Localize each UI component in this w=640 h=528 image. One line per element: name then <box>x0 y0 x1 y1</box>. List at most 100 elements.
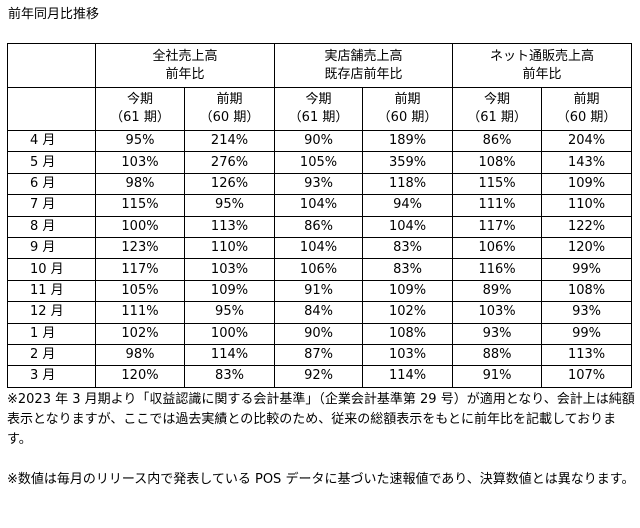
value-cell: 110% <box>541 194 633 217</box>
value-cell: 204% <box>541 129 633 153</box>
header-blank-cell <box>7 43 96 88</box>
value-cell: 115% <box>95 194 185 217</box>
value-cell: 108% <box>452 151 543 174</box>
value-cell: 86% <box>274 215 364 238</box>
value-cell: 116% <box>452 258 543 281</box>
value-cell: 143% <box>541 151 633 174</box>
value-cell: 100% <box>183 322 276 345</box>
header-blank-cell <box>7 87 96 131</box>
value-cell: 104% <box>274 236 364 260</box>
value-cell: 89% <box>452 279 543 303</box>
value-cell: 90% <box>274 129 364 153</box>
value-cell: 108% <box>362 322 454 345</box>
month-cell: 12 月 <box>7 301 96 324</box>
value-cell: 110% <box>183 236 276 260</box>
header-previous-period: 前期 （60 期） <box>541 87 633 131</box>
value-cell: 189% <box>362 129 454 153</box>
table-row: 5 月 103% 276% 105% 359% 108% 143% <box>7 151 633 174</box>
value-cell: 122% <box>541 215 633 238</box>
month-cell: 1 月 <box>7 322 96 345</box>
value-cell: 98% <box>95 172 185 196</box>
value-cell: 120% <box>95 365 185 388</box>
header-previous-period: 前期 （60 期） <box>362 87 454 131</box>
value-cell: 123% <box>95 236 185 260</box>
value-cell: 115% <box>452 172 543 196</box>
value-cell: 99% <box>541 258 633 281</box>
value-cell: 117% <box>452 215 543 238</box>
page-title: 前年同月比推移 <box>8 7 100 22</box>
value-cell: 111% <box>95 301 185 324</box>
header-group-store-sales: 実店舗売上高 既存店前年比 <box>274 43 454 88</box>
month-cell: 9 月 <box>7 236 96 260</box>
value-cell: 93% <box>541 301 633 324</box>
table-row: 4 月 95% 214% 90% 189% 86% 204% <box>7 129 633 153</box>
note-pos-data: ※数値は毎月のリリース内で発表している POS データに基づいた速報値であり、決… <box>7 472 635 487</box>
month-cell: 6 月 <box>7 172 96 196</box>
value-cell: 102% <box>95 322 185 345</box>
value-cell: 114% <box>362 365 454 388</box>
value-cell: 103% <box>183 258 276 281</box>
header-period-row: 今期 （61 期） 前期 （60 期） 今期 （61 期） 前期 （60 期） 今期 （6… <box>7 87 633 131</box>
value-cell: 106% <box>452 236 543 260</box>
yoy-table: 全社売上高 前年比 実店舗売上高 既存店前年比 ネット通販売上高 前年比 今期（… <box>7 43 633 388</box>
value-cell: 100% <box>95 215 185 238</box>
month-cell: 8 月 <box>7 215 96 238</box>
value-cell: 104% <box>274 194 364 217</box>
value-cell: 103% <box>362 343 454 367</box>
header-previous-period: 前期 （60 期） <box>183 87 276 131</box>
value-cell: 111% <box>452 194 543 217</box>
table-row: 9 月 123% 110% 104% 83% 106% 120% <box>7 236 633 260</box>
value-cell: 83% <box>183 365 276 388</box>
value-cell: 95% <box>183 301 276 324</box>
note-revenue-recognition: ※2023 年 3 月期より「収益認識に関する会計基準」（企業会計基準第 29 … <box>7 392 635 447</box>
table-row: 10 月 117% 103% 106% 83% 116% 99% <box>7 258 633 281</box>
value-cell: 107% <box>541 365 633 388</box>
month-cell: 10 月 <box>7 258 96 281</box>
month-cell: 2 月 <box>7 343 96 367</box>
value-cell: 214% <box>183 129 276 153</box>
value-cell: 104% <box>362 215 454 238</box>
value-cell: 120% <box>541 236 633 260</box>
value-cell: 90% <box>274 322 364 345</box>
month-cell: 11 月 <box>7 279 96 303</box>
value-cell: 92% <box>274 365 364 388</box>
value-cell: 118% <box>362 172 454 196</box>
value-cell: 98% <box>95 343 185 367</box>
table-row: 12 月 111% 95% 84% 102% 103% 93% <box>7 301 633 324</box>
value-cell: 99% <box>541 322 633 345</box>
value-cell: 108% <box>541 279 633 303</box>
table-row: 8 月 100% 113% 86% 104% 117% 122% <box>7 215 633 238</box>
value-cell: 91% <box>274 279 364 303</box>
value-cell: 83% <box>362 236 454 260</box>
header-current-period: 今期 （61 期） <box>274 87 364 131</box>
value-cell: 86% <box>452 129 543 153</box>
notes: ※2023 年 3 月期より「収益認識に関する会計基準」（企業会計基準第 29 … <box>7 390 635 490</box>
value-cell: 94% <box>362 194 454 217</box>
value-cell: 126% <box>183 172 276 196</box>
value-cell: 113% <box>541 343 633 367</box>
value-cell: 93% <box>452 322 543 345</box>
value-cell: 83% <box>362 258 454 281</box>
header-current-period: 今期 （61 期） <box>95 87 185 131</box>
value-cell: 113% <box>183 215 276 238</box>
table-body: 4 月 95% 214% 90% 189% 86% 204% 5 月 103% 276% 105% 3… <box>7 129 633 388</box>
header-group-online-sales: ネット通販売上高 前年比 <box>452 43 633 88</box>
value-cell: 109% <box>183 279 276 303</box>
table-row: 6 月 98% 126% 93% 118% 115% 109% <box>7 172 633 196</box>
value-cell: 114% <box>183 343 276 367</box>
header-group-total-sales: 全社売上高 前年比 <box>94 43 276 88</box>
value-cell: 88% <box>452 343 543 367</box>
value-cell: 84% <box>274 301 364 324</box>
value-cell: 106% <box>274 258 364 281</box>
header-current-period: 今期 （61 期） <box>452 87 543 131</box>
value-cell: 91% <box>452 365 543 388</box>
month-cell: 3 月 <box>7 365 96 388</box>
table-row: 1 月 102% 100% 90% 108% 93% 99% <box>7 322 633 345</box>
value-cell: 359% <box>362 151 454 174</box>
table-row: 2 月 98% 114% 87% 103% 88% 113% <box>7 343 633 367</box>
value-cell: 105% <box>95 279 185 303</box>
value-cell: 109% <box>362 279 454 303</box>
value-cell: 102% <box>362 301 454 324</box>
value-cell: 103% <box>452 301 543 324</box>
value-cell: 103% <box>95 151 185 174</box>
